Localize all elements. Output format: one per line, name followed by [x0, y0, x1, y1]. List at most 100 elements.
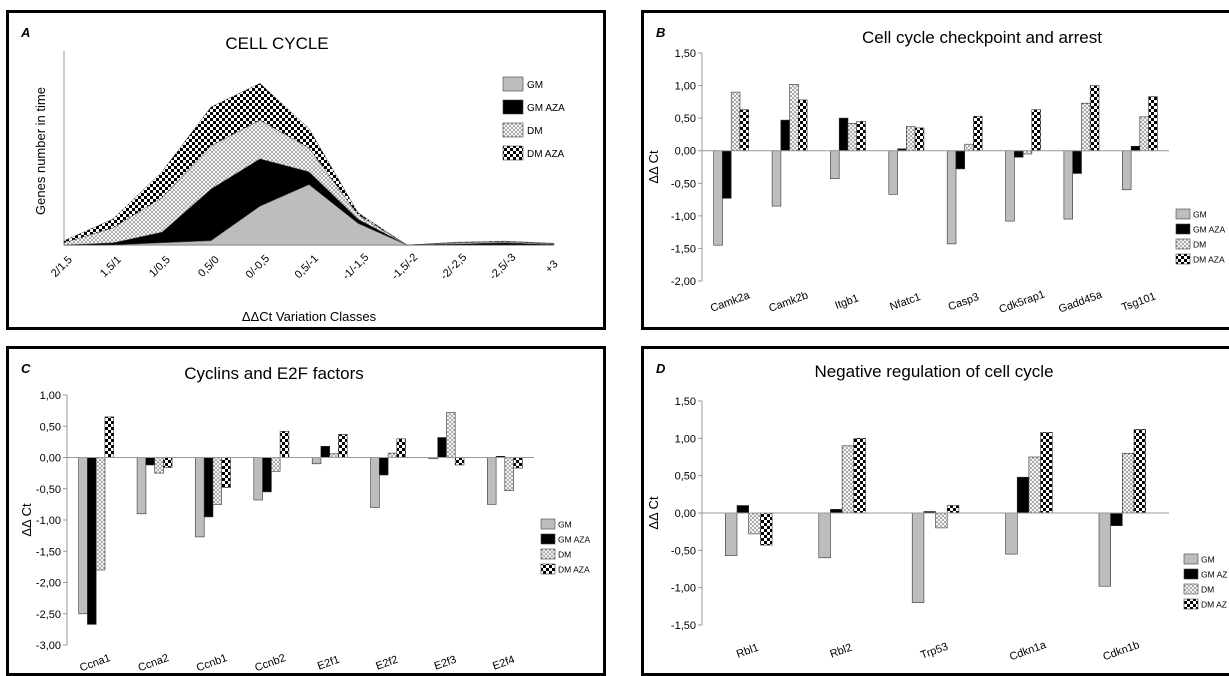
y-tick-label: 1,50: [675, 48, 696, 60]
bar: [311, 457, 322, 465]
bar: [370, 457, 380, 508]
bar: [1139, 116, 1149, 152]
legend-label: GM: [558, 520, 572, 530]
bar: [78, 457, 88, 615]
legend-swatch: [1183, 583, 1199, 595]
y-tick-label: 1,00: [675, 81, 696, 93]
y-tick-label: -1,50: [671, 243, 696, 255]
y-tick-label: -0,50: [671, 178, 696, 190]
legend-label: GM AZA: [1193, 225, 1225, 235]
bar: [136, 457, 147, 515]
category-label: E2f1: [316, 654, 341, 673]
legend-swatch: [502, 145, 524, 161]
panel-d: D Negative regulation of cell cycle 1,50 1,…: [641, 346, 1229, 676]
category-label: Ccnb2: [253, 652, 287, 674]
legend-swatch: [502, 122, 524, 138]
x-tick-label: -2/-2,5: [438, 251, 469, 282]
chart-title: Negative regulation of cell cycle: [814, 362, 1053, 381]
bar: [504, 457, 514, 491]
legend-label: DM AZA: [558, 565, 590, 575]
category-label: Itgb1: [833, 292, 860, 312]
bar: [730, 91, 741, 151]
bar: [221, 457, 231, 488]
bar: [830, 509, 843, 514]
y-tick-label: 0,50: [675, 471, 696, 483]
y-tick-label: -2,50: [36, 609, 61, 621]
panel-label: C: [21, 361, 31, 376]
legend-label: DM: [527, 126, 543, 137]
panel-label: B: [656, 25, 665, 40]
x-tick-label: -1/-1,5: [340, 251, 371, 282]
legend-swatch: [540, 518, 556, 530]
y-tick-label: 0,00: [675, 508, 696, 520]
cell-cycle-area-chart: A CELL CYCLE 2/1,5 1,5/1 1/0,5 0,5/0 0/-0,5 0,5…: [20, 25, 565, 324]
category-label: Ccna2: [137, 652, 171, 674]
category-label: Camk2a: [709, 289, 752, 315]
bar: [387, 452, 398, 458]
bar: [212, 457, 222, 505]
legend-label: GM AZA: [558, 535, 590, 545]
panel-c: C Cyclins and E2F factors 1,00 0,50 0,00 -0,5…: [6, 346, 606, 676]
bar: [1121, 453, 1135, 514]
category-label: E2f4: [491, 654, 516, 673]
category-label: Camk2b: [767, 290, 810, 315]
y-tick-label: -2,00: [671, 276, 696, 288]
x-tick-label: +3: [543, 258, 560, 275]
bar: [905, 126, 916, 151]
bar: [798, 99, 808, 152]
bar: [437, 437, 447, 458]
bar: [396, 438, 406, 458]
category-label: Cdk5rap1: [998, 288, 1047, 316]
category-label: Casp3: [947, 291, 981, 313]
bar: [253, 457, 263, 501]
chart-title: Cyclins and E2F factors: [184, 364, 364, 383]
bar: [1121, 150, 1132, 191]
bar: [946, 505, 960, 514]
bar: [1063, 150, 1073, 220]
bar: [838, 117, 849, 151]
bar: [911, 512, 925, 603]
bar: [145, 457, 155, 466]
x-tick-label: 0,5/0: [196, 254, 222, 280]
x-tick-label: -2,5/-3: [487, 251, 518, 282]
y-tick-label: -1,50: [36, 546, 61, 558]
x-tick-label: -1,5/-2: [389, 251, 420, 282]
x-tick-label: 0,5/-1: [293, 253, 321, 281]
bar: [847, 123, 857, 152]
bar: [1040, 432, 1053, 514]
bar: [725, 512, 738, 556]
bar: [262, 457, 272, 493]
legend-label: GM AZ: [1201, 570, 1227, 580]
bar: [830, 150, 840, 179]
y-tick-label: -3,00: [36, 640, 61, 652]
y-tick-label: -2,00: [36, 578, 61, 590]
bar: [454, 457, 465, 466]
bar: [739, 109, 750, 151]
category-label: Tsg101: [1120, 290, 1157, 313]
bar: [87, 457, 97, 625]
legend-swatch: [1175, 238, 1191, 250]
y-tick-label: 0,50: [675, 113, 696, 125]
legend-label: GM: [1193, 210, 1207, 220]
legend-label: DM: [1193, 240, 1206, 250]
bar: [841, 445, 855, 514]
bar: [1028, 456, 1041, 514]
legend-label: DM: [558, 550, 571, 560]
legend-swatch: [1183, 553, 1199, 565]
bar: [154, 457, 164, 474]
area-series-3: [63, 83, 555, 246]
y-tick-label: 0,00: [40, 453, 61, 465]
x-tick-label: 0/-0,5: [244, 253, 272, 281]
legend-label: GM AZA: [527, 103, 565, 114]
panel-label: D: [656, 361, 666, 376]
bar: [771, 150, 782, 207]
bar: [935, 512, 948, 529]
bar: [195, 457, 205, 538]
bar: [513, 457, 523, 469]
bar: [1133, 429, 1146, 514]
bar: [1130, 145, 1141, 152]
negative-regulation-bar-chart: D Negative regulation of cell cycle 1,50 1,…: [646, 361, 1227, 663]
legend-swatch: [1175, 223, 1191, 235]
legend-swatch: [540, 548, 556, 560]
bar: [946, 150, 957, 245]
